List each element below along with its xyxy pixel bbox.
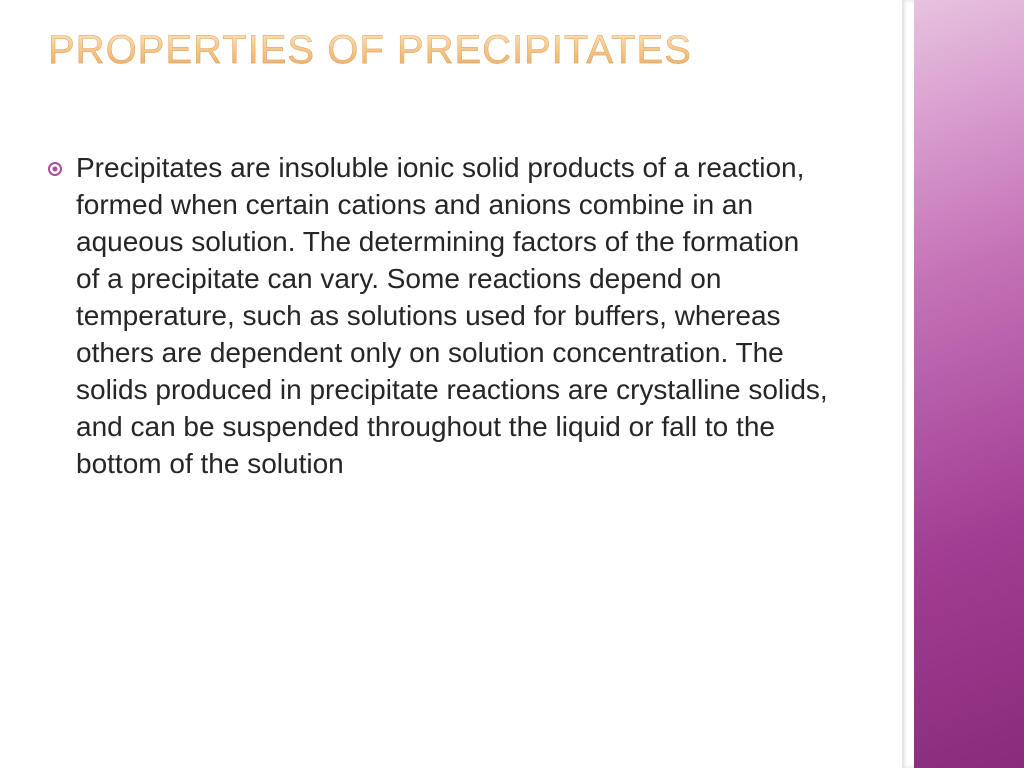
- slide: Properties of Precipitates Precipitates …: [0, 0, 1024, 768]
- bullet-icon: [48, 162, 62, 176]
- slide-title: Properties of Precipitates: [48, 28, 692, 73]
- side-accent-bar: [914, 0, 1024, 768]
- bullet-item: Precipitates are insoluble ionic solid p…: [48, 150, 828, 483]
- slide-content: Precipitates are insoluble ionic solid p…: [48, 150, 828, 483]
- bullet-text: Precipitates are insoluble ionic solid p…: [76, 150, 828, 483]
